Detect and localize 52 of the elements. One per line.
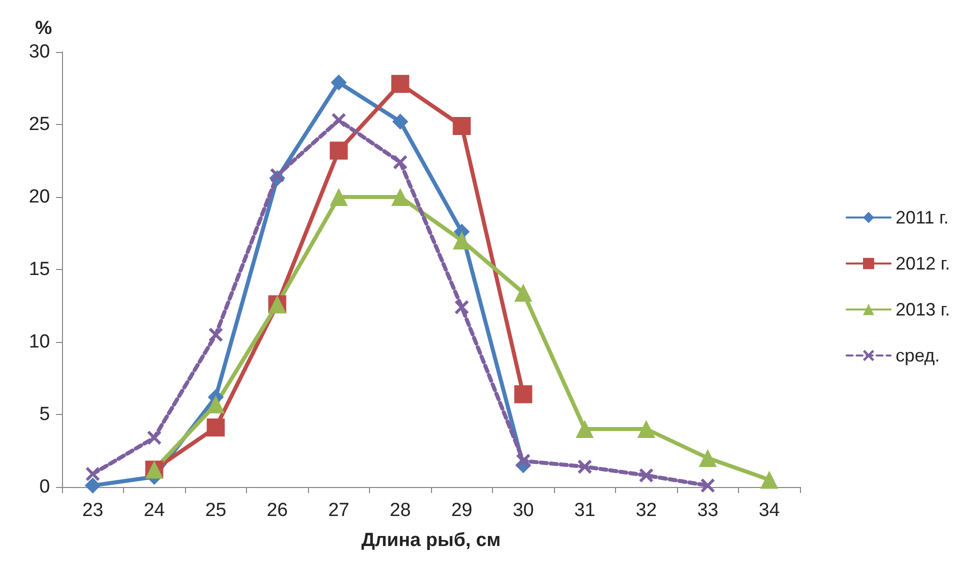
x-tick-label: 34 (758, 500, 780, 521)
x-tick-label: 30 (512, 500, 534, 521)
point (698, 449, 717, 467)
y-axis-title: % (35, 18, 52, 39)
point (514, 284, 532, 302)
point (700, 478, 715, 493)
y-tick-label: 5 (39, 404, 50, 425)
y-tick-label: 10 (28, 332, 50, 352)
point (270, 168, 284, 182)
legend-label: 2013 г. (896, 300, 950, 320)
point (452, 116, 471, 135)
x-tick-label: 23 (82, 500, 104, 521)
point (454, 300, 469, 314)
point (391, 74, 410, 93)
legend-label: 2011 г. (896, 208, 949, 228)
x-tick-label: 26 (266, 500, 288, 521)
y-tick-label: 25 (28, 114, 50, 135)
point (147, 430, 162, 445)
x-tick-label: 32 (636, 500, 657, 521)
x-tick-label: 29 (451, 500, 472, 521)
point (393, 155, 408, 170)
point (514, 385, 532, 404)
x-tick-label: 27 (328, 500, 350, 521)
point (208, 328, 223, 342)
point (576, 420, 594, 438)
point (637, 420, 656, 438)
legend-label: сред. (896, 346, 940, 366)
point (84, 478, 101, 494)
legend-label: 2012 г. (896, 254, 950, 274)
point (332, 113, 346, 128)
point (206, 418, 225, 437)
point (639, 468, 654, 482)
point (330, 142, 348, 160)
y-tick-label: 15 (28, 259, 50, 280)
x-tick-label: 25 (205, 500, 226, 521)
x-axis-title: Длина рыб, см (361, 530, 501, 551)
point (330, 188, 348, 206)
y-tick-label: 0 (39, 476, 50, 498)
y-tick-label: 20 (28, 186, 50, 208)
y-tick-label: 30 (28, 42, 50, 62)
point (391, 188, 410, 206)
point (578, 460, 592, 474)
x-tick-label: 28 (390, 500, 411, 521)
point (452, 232, 471, 250)
point (392, 114, 408, 130)
x-tick-label: 31 (574, 500, 596, 521)
point (330, 74, 347, 90)
point (516, 454, 530, 468)
point (760, 470, 778, 489)
x-tick-label: 24 (144, 500, 166, 521)
point (86, 466, 100, 481)
x-tick-label: 33 (697, 500, 718, 521)
